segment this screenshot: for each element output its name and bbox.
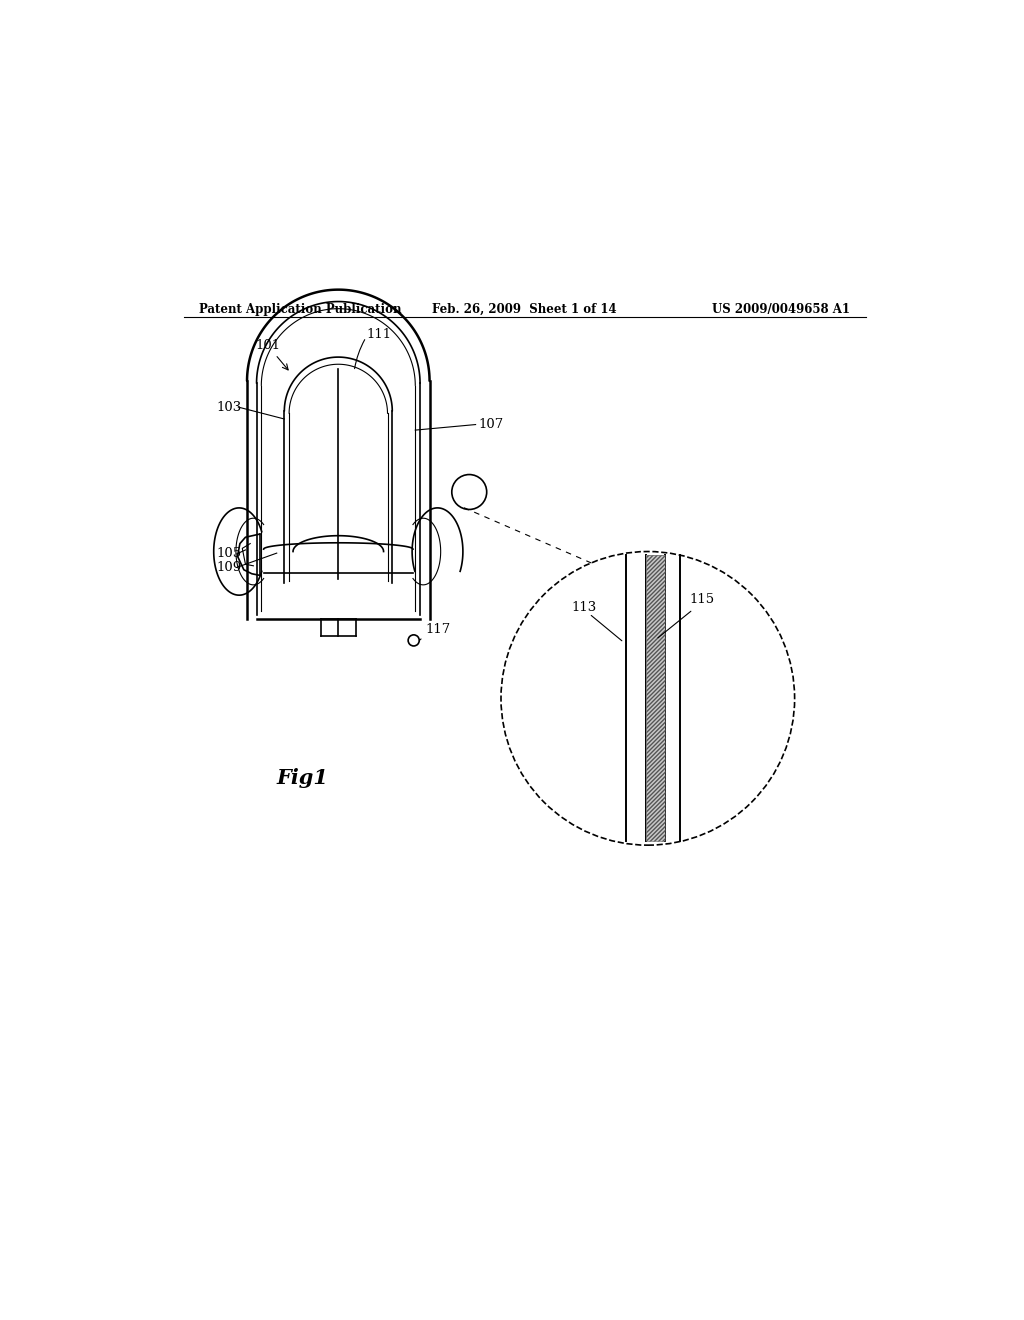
Text: 109: 109 bbox=[217, 561, 242, 574]
Text: 101: 101 bbox=[255, 339, 288, 370]
Text: 115: 115 bbox=[689, 594, 714, 606]
Text: 117: 117 bbox=[426, 623, 451, 636]
Bar bbox=[646, 556, 666, 841]
Text: Fig1: Fig1 bbox=[276, 768, 329, 788]
Text: 103: 103 bbox=[217, 400, 242, 413]
Text: Feb. 26, 2009  Sheet 1 of 14: Feb. 26, 2009 Sheet 1 of 14 bbox=[432, 304, 617, 315]
Text: US 2009/0049658 A1: US 2009/0049658 A1 bbox=[712, 304, 850, 315]
Text: 105: 105 bbox=[217, 548, 242, 561]
Text: 111: 111 bbox=[367, 329, 391, 342]
Text: Patent Application Publication: Patent Application Publication bbox=[200, 304, 402, 315]
Bar bbox=[646, 556, 666, 841]
Text: 113: 113 bbox=[571, 601, 597, 614]
Text: 107: 107 bbox=[479, 418, 504, 432]
